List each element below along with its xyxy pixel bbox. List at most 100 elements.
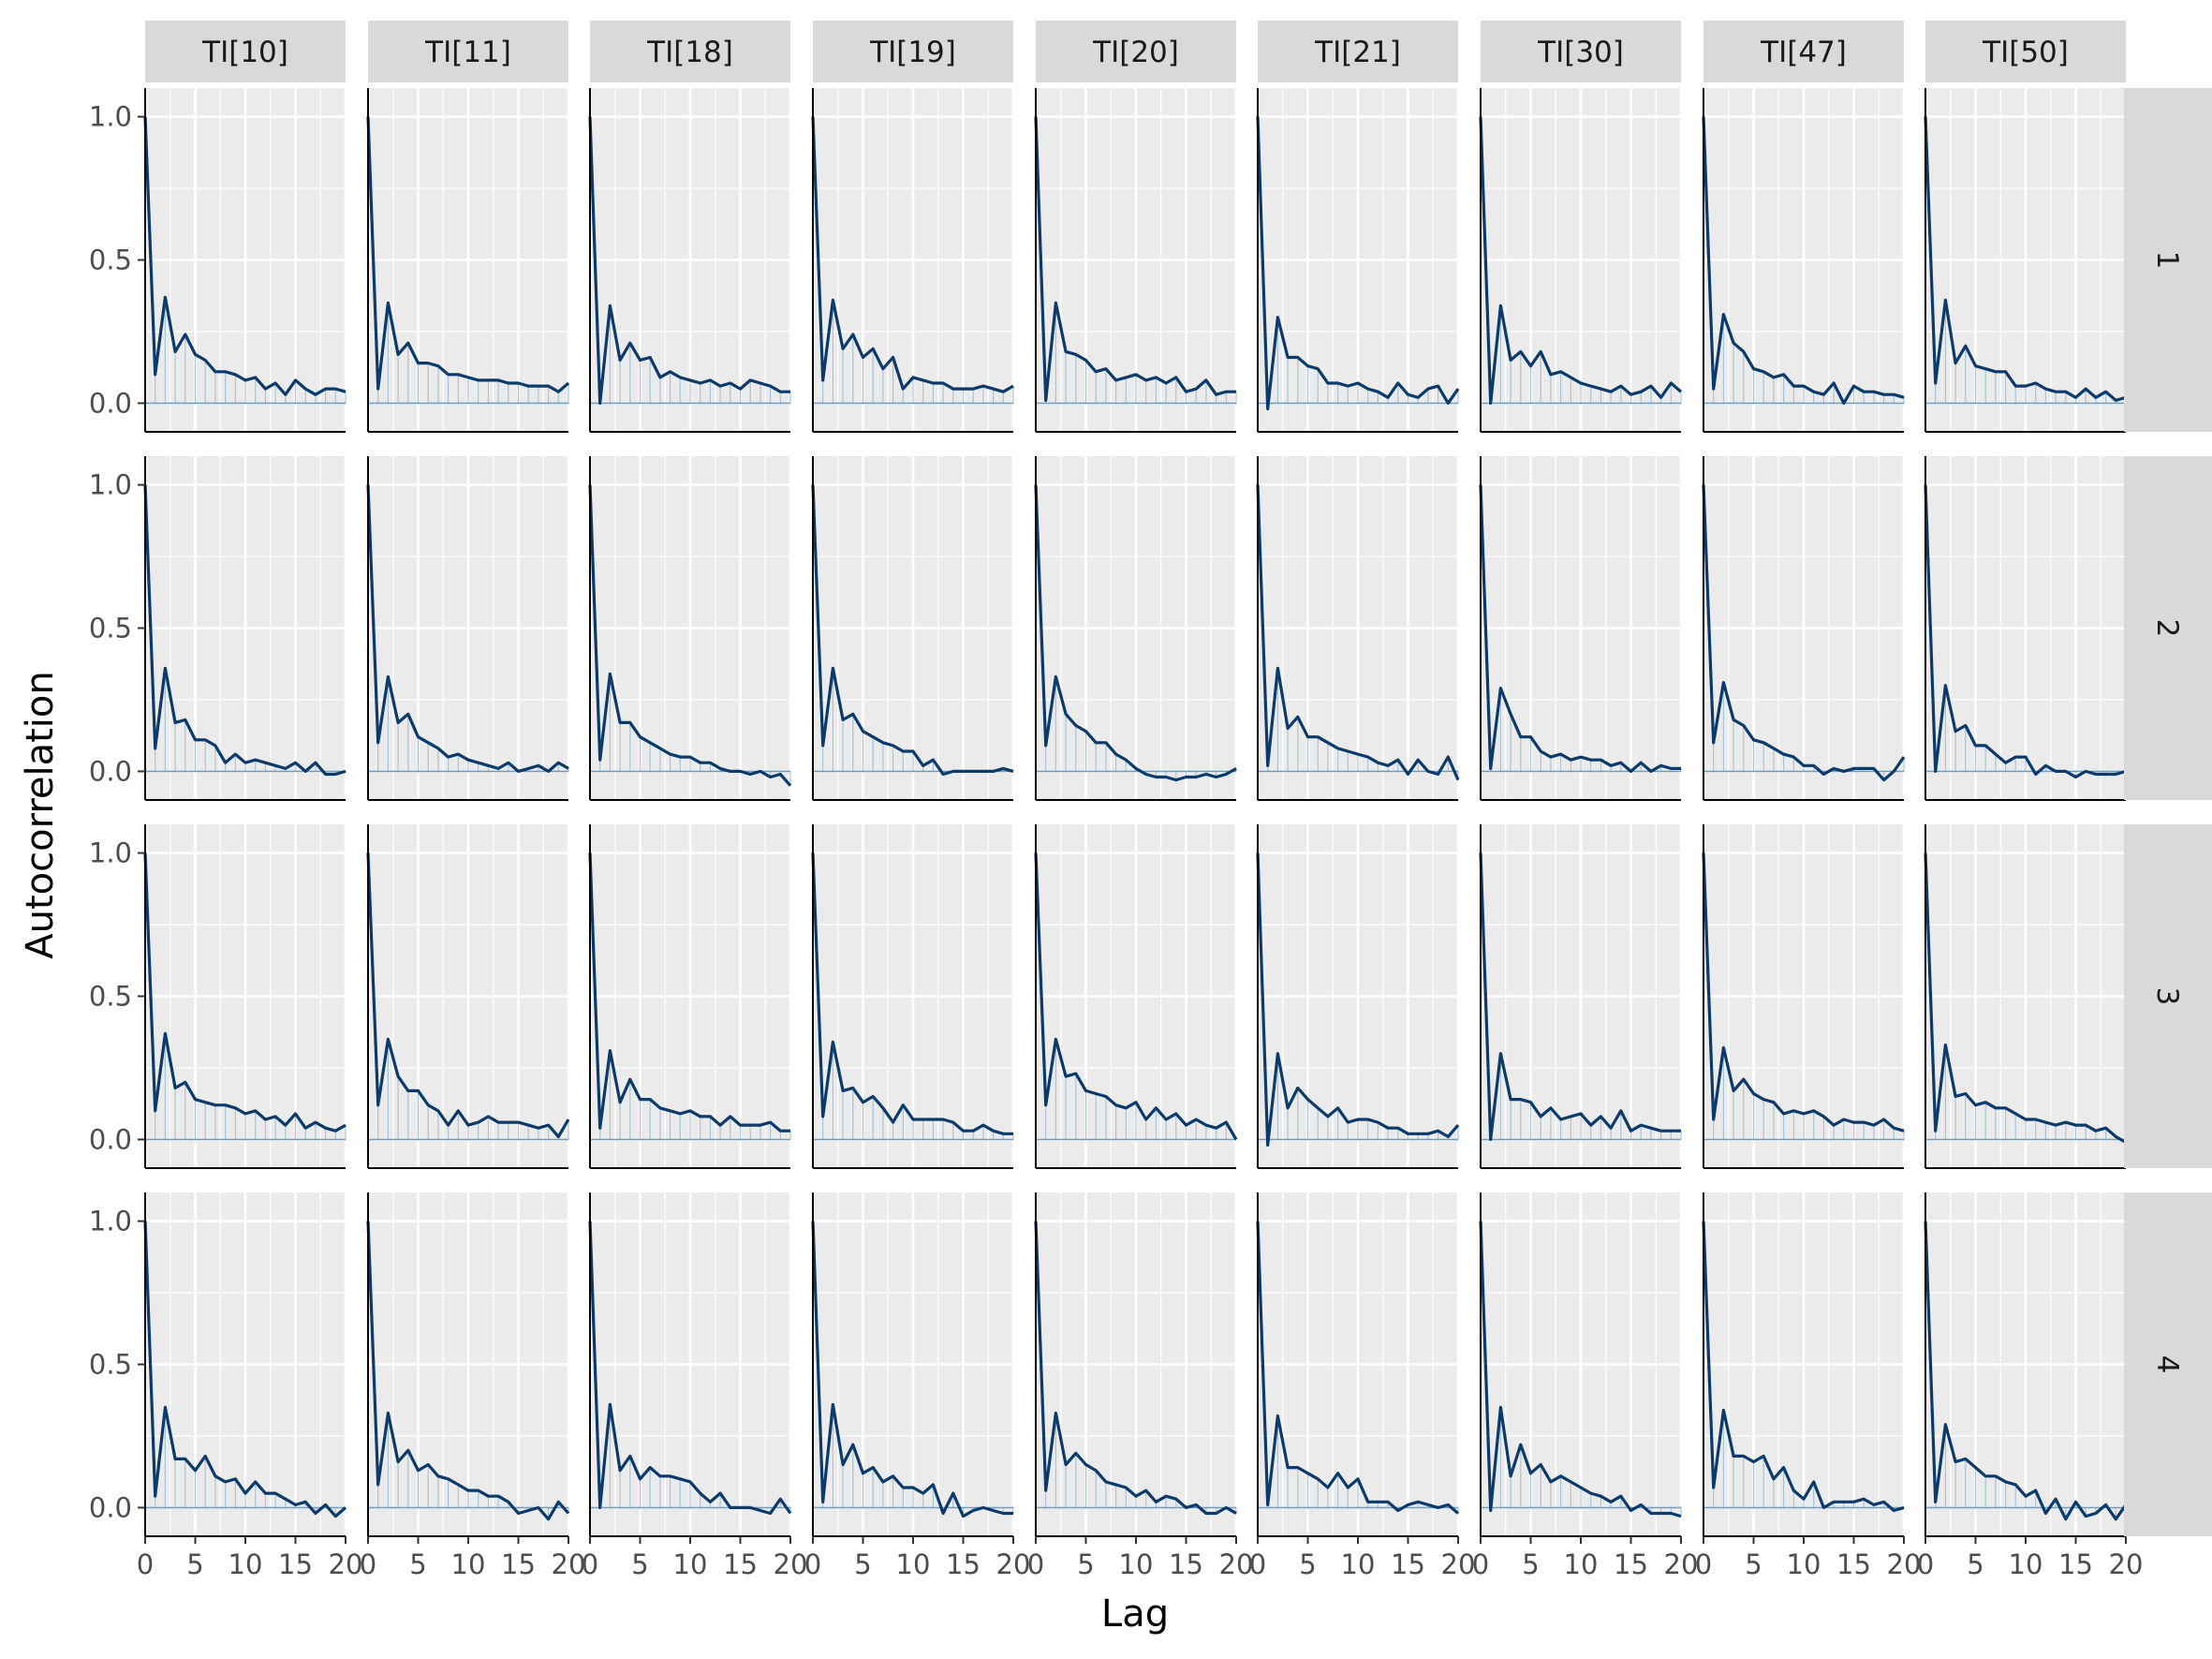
- x-tick-label: 20: [1887, 1548, 1922, 1580]
- y-axis-title: Autocorrelation: [19, 671, 62, 959]
- column-strip-label: TI[11]: [424, 36, 511, 69]
- facet-panel-1-3: [811, 456, 1015, 801]
- facet-panel-2-1: [366, 824, 570, 1169]
- facet-panel-0-6: [1479, 88, 1683, 433]
- row-strip-label: 4: [2150, 1355, 2184, 1374]
- x-axis-title: Lag: [1101, 1592, 1169, 1636]
- x-tick-label: 0: [804, 1548, 821, 1580]
- x-tick-label: 10: [1787, 1548, 1821, 1580]
- x-tick-label: 10: [896, 1548, 931, 1580]
- column-strip-label: TI[10]: [201, 36, 288, 69]
- row-strip-1: 2: [2124, 456, 2212, 800]
- facet-panel-2-7: [1702, 824, 1906, 1169]
- column-strip-8: TI[50]: [1925, 21, 2126, 82]
- x-axes: 0 5 10 15 200 5 10 15 200 5 10 15 200 5 10 15 200 5 10 15 20…: [137, 1536, 2143, 1580]
- x-tick-label: 0: [360, 1548, 376, 1580]
- column-strip-label: TI[30]: [1537, 36, 1624, 69]
- x-tick-label: 15: [946, 1548, 981, 1580]
- x-tick-label: 0: [1695, 1548, 1712, 1580]
- strip-background: [368, 21, 568, 82]
- column-strip-label: TI[19]: [869, 36, 956, 69]
- facet-panel-2-4: [1034, 824, 1238, 1169]
- x-tick-label: 10: [1119, 1548, 1154, 1580]
- column-strip-1: TI[11]: [368, 21, 568, 82]
- facet-panel-2-0: [143, 824, 347, 1169]
- facet-panel-3-8: [1924, 1192, 2128, 1537]
- strip-background: [1036, 21, 1236, 82]
- x-tick-label: 20: [1664, 1548, 1699, 1580]
- facet-panel-3-6: [1479, 1192, 1683, 1537]
- y-tick-label: 0.5: [89, 244, 132, 276]
- x-tick-label: 5: [1522, 1548, 1539, 1580]
- row-strip-3: 4: [2124, 1192, 2212, 1536]
- x-tick-label: 5: [186, 1548, 203, 1580]
- row-strip-label: 3: [2150, 987, 2184, 1006]
- x-tick-label: 5: [631, 1548, 648, 1580]
- y-tick-label: 0.5: [89, 613, 132, 644]
- facet-panel-2-5: [1256, 824, 1460, 1169]
- x-tick-label: 0: [137, 1548, 154, 1580]
- row-facet-strips: 1 2 3 4: [2124, 88, 2212, 1536]
- x-tick-label: 5: [409, 1548, 426, 1580]
- facet-panel-3-7: [1702, 1192, 1906, 1537]
- x-tick-label: 20: [329, 1548, 363, 1580]
- facet-panel-1-6: [1479, 456, 1683, 801]
- y-tick-label: 1.0: [89, 837, 132, 869]
- y-tick-label: 1.0: [89, 101, 132, 133]
- strip-background: [1703, 21, 1904, 82]
- x-tick-label: 20: [996, 1548, 1031, 1580]
- row-strip-label: 1: [2150, 251, 2184, 270]
- row-strip-label: 2: [2150, 619, 2184, 638]
- x-tick-label: 0: [1917, 1548, 1934, 1580]
- strip-background: [2124, 456, 2212, 800]
- y-tick-label: 0.0: [89, 1491, 132, 1523]
- x-tick-label: 15: [501, 1548, 536, 1580]
- y-tick-label: 0.5: [89, 1349, 132, 1381]
- strip-background: [590, 21, 790, 82]
- x-tick-label: 15: [723, 1548, 758, 1580]
- facet-panel-1-0: [143, 456, 347, 801]
- facet-panel-3-3: [811, 1192, 1015, 1537]
- column-strip-label: TI[50]: [1982, 36, 2069, 69]
- facet-panel-1-5: [1256, 456, 1460, 801]
- facet-panel-2-2: [588, 824, 792, 1169]
- facet-panel-2-8: [1924, 824, 2128, 1169]
- y-tick-label: 0.0: [89, 387, 132, 419]
- column-strip-2: TI[18]: [590, 21, 790, 82]
- x-tick-label: 5: [1967, 1548, 1983, 1580]
- x-tick-label: 10: [1564, 1548, 1599, 1580]
- facet-panel-2-3: [811, 824, 1015, 1169]
- x-tick-label: 15: [1169, 1548, 1203, 1580]
- facet-panel-0-7: [1702, 88, 1906, 433]
- x-tick-label: 20: [1441, 1548, 1476, 1580]
- column-strip-0: TI[10]: [145, 21, 346, 82]
- x-tick-label: 10: [2009, 1548, 2043, 1580]
- x-tick-label: 20: [1219, 1548, 1254, 1580]
- x-tick-label: 15: [1614, 1548, 1648, 1580]
- x-tick-label: 10: [229, 1548, 263, 1580]
- facet-panel-0-8: [1924, 88, 2128, 433]
- x-tick-label: 5: [1745, 1548, 1762, 1580]
- column-strip-7: TI[47]: [1703, 21, 1904, 82]
- column-strip-4: TI[20]: [1036, 21, 1236, 82]
- facet-panel-3-2: [588, 1192, 792, 1537]
- x-tick-label: 15: [2058, 1548, 2093, 1580]
- x-tick-label: 0: [1249, 1548, 1266, 1580]
- strip-background: [1925, 21, 2126, 82]
- column-strip-label: TI[21]: [1314, 36, 1401, 69]
- row-strip-2: 3: [2124, 824, 2212, 1168]
- facet-panels: [143, 88, 2128, 1537]
- facet-panel-1-4: [1034, 456, 1238, 801]
- strip-background: [1481, 21, 1681, 82]
- facet-panel-1-1: [366, 456, 570, 801]
- strip-background: [2124, 88, 2212, 432]
- x-tick-label: 10: [673, 1548, 708, 1580]
- y-tick-label: 1.0: [89, 469, 132, 501]
- column-facet-strips: TI[10] TI[11] TI[18] TI[19] TI[20] TI[21] TI[3…: [145, 21, 2126, 82]
- strip-background: [813, 21, 1013, 82]
- y-tick-label: 1.0: [89, 1206, 132, 1237]
- strip-background: [2124, 1192, 2212, 1536]
- facet-panel-0-5: [1256, 88, 1460, 433]
- x-tick-label: 10: [451, 1548, 486, 1580]
